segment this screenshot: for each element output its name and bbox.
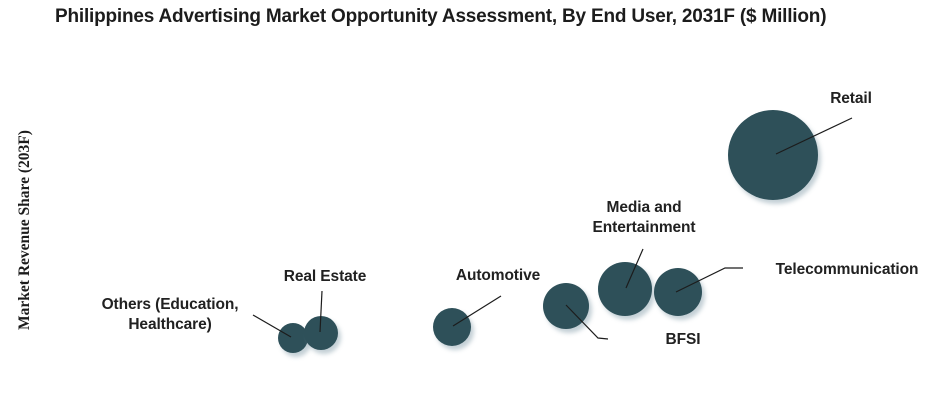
bubble-automotive (433, 308, 471, 346)
chart-title: Philippines Advertising Market Opportuni… (55, 6, 827, 27)
label-telecommunication: Telecommunication (775, 261, 919, 278)
bubble-bfsi (543, 283, 589, 329)
label-media-and-entertainment: Media and Entertainment (592, 199, 696, 237)
bubble-others-education-healthcare (278, 323, 308, 353)
bubble-real-estate (304, 316, 338, 350)
label-others-education-healthcare: Others (Education, Healthcare) (101, 296, 239, 334)
bubble-telecommunication (654, 268, 702, 316)
bubble-retail (728, 110, 818, 200)
label-bfsi: BFSI (665, 331, 701, 348)
label-real-estate: Real Estate (283, 268, 367, 285)
bubble-media-and-entertainment (598, 262, 652, 316)
label-retail: Retail (830, 90, 872, 107)
label-automotive: Automotive (455, 267, 541, 284)
